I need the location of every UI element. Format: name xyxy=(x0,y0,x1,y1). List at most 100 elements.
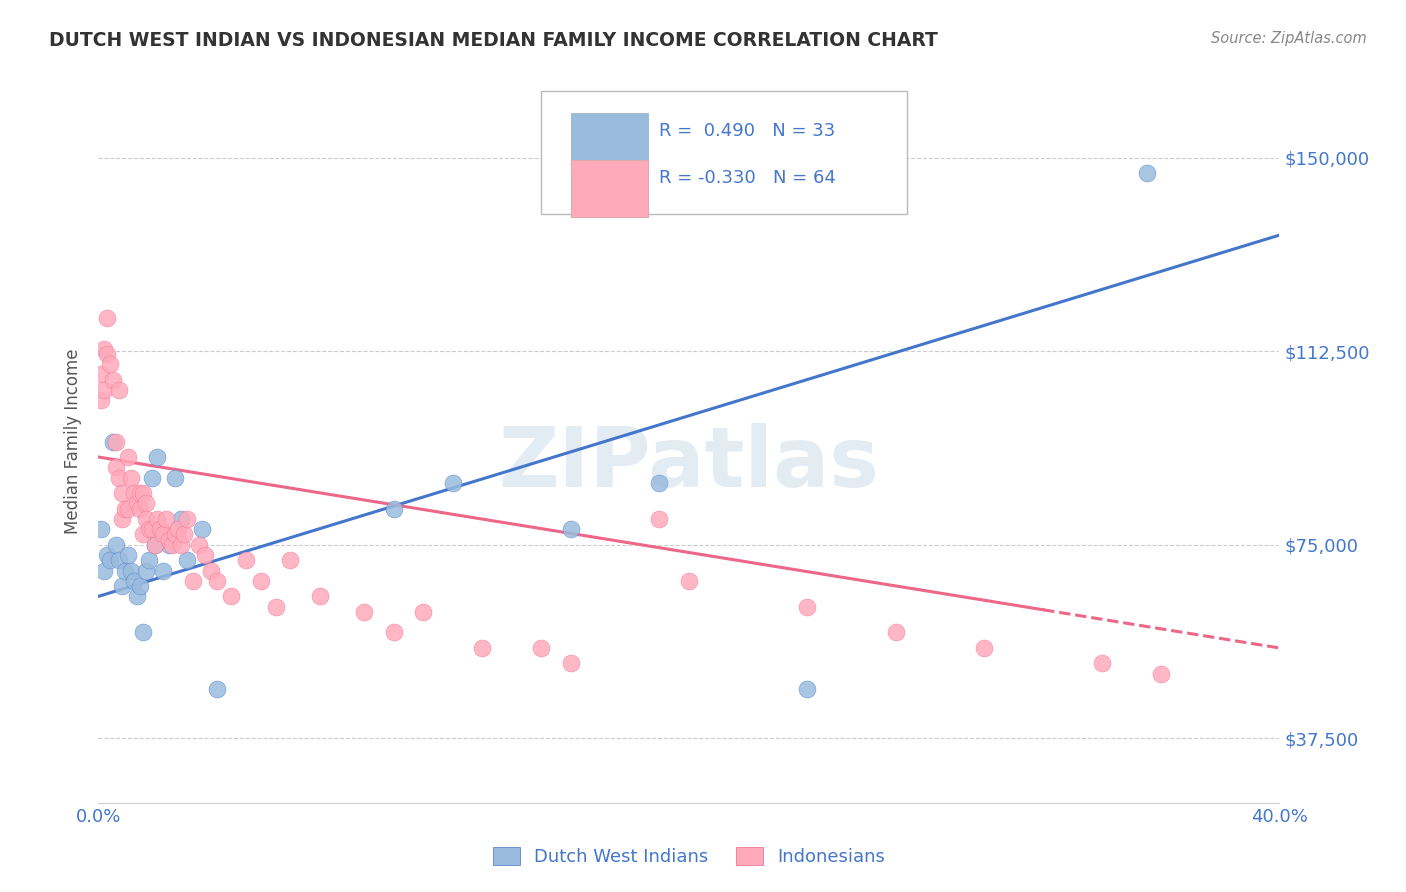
Point xyxy=(96,548,118,562)
Point xyxy=(382,625,405,640)
Point xyxy=(122,574,145,588)
Point xyxy=(1091,657,1114,671)
Point xyxy=(176,512,198,526)
Point xyxy=(149,522,172,536)
Point xyxy=(165,527,187,541)
Point xyxy=(678,574,700,588)
Point xyxy=(93,342,115,356)
Point xyxy=(111,486,134,500)
Point xyxy=(173,527,195,541)
FancyBboxPatch shape xyxy=(571,160,648,218)
Point xyxy=(280,553,302,567)
Point xyxy=(96,347,118,361)
Point xyxy=(90,368,112,382)
Point xyxy=(141,471,163,485)
Point xyxy=(796,599,818,614)
Point xyxy=(796,682,818,697)
Point xyxy=(309,590,332,604)
Point xyxy=(162,538,183,552)
Point xyxy=(194,548,217,562)
Point xyxy=(132,625,155,640)
Text: R =  0.490   N = 33: R = 0.490 N = 33 xyxy=(659,122,835,140)
Point xyxy=(122,486,145,500)
Point xyxy=(93,383,115,397)
Point xyxy=(108,471,131,485)
Point xyxy=(120,564,142,578)
Point xyxy=(176,553,198,567)
Point xyxy=(111,512,134,526)
Point xyxy=(165,471,187,485)
Point xyxy=(138,522,160,536)
Point xyxy=(181,574,204,588)
Point xyxy=(353,605,375,619)
Point xyxy=(1136,166,1159,180)
Point xyxy=(105,434,128,449)
Point xyxy=(132,527,155,541)
Point xyxy=(135,496,157,510)
Point xyxy=(412,605,434,619)
Point xyxy=(98,553,121,567)
Point xyxy=(1150,666,1173,681)
Point xyxy=(530,640,553,655)
Point xyxy=(96,310,118,325)
Point xyxy=(250,574,273,588)
Point xyxy=(108,553,131,567)
Text: R = -0.330   N = 64: R = -0.330 N = 64 xyxy=(659,169,837,186)
Point xyxy=(143,538,166,552)
Point xyxy=(560,522,582,536)
Point xyxy=(93,564,115,578)
Text: ZIPatlas: ZIPatlas xyxy=(499,423,879,504)
Point xyxy=(648,475,671,490)
Point xyxy=(441,475,464,490)
Text: DUTCH WEST INDIAN VS INDONESIAN MEDIAN FAMILY INCOME CORRELATION CHART: DUTCH WEST INDIAN VS INDONESIAN MEDIAN F… xyxy=(49,31,938,50)
Point xyxy=(98,357,121,371)
Point xyxy=(105,460,128,475)
Point xyxy=(132,486,155,500)
Point xyxy=(471,640,494,655)
FancyBboxPatch shape xyxy=(541,91,907,214)
Point xyxy=(200,564,222,578)
Point xyxy=(138,553,160,567)
Point xyxy=(264,599,287,614)
Point xyxy=(157,538,180,552)
Point xyxy=(103,373,125,387)
Point xyxy=(560,657,582,671)
Point xyxy=(141,522,163,536)
Point xyxy=(128,486,150,500)
Point xyxy=(135,512,157,526)
Text: Source: ZipAtlas.com: Source: ZipAtlas.com xyxy=(1211,31,1367,46)
Point xyxy=(105,538,128,552)
Point xyxy=(114,501,136,516)
Point xyxy=(205,682,228,697)
Point xyxy=(648,512,671,526)
Point xyxy=(120,471,142,485)
Point xyxy=(155,512,177,526)
Point xyxy=(135,564,157,578)
Point xyxy=(170,538,193,552)
Y-axis label: Median Family Income: Median Family Income xyxy=(65,349,83,534)
Point xyxy=(187,538,209,552)
Point xyxy=(973,640,995,655)
Point xyxy=(103,434,125,449)
Point xyxy=(114,564,136,578)
Point xyxy=(111,579,134,593)
Point xyxy=(146,450,169,464)
Point xyxy=(146,512,169,526)
Point xyxy=(152,527,174,541)
Point xyxy=(90,393,112,408)
Point xyxy=(235,553,257,567)
Point xyxy=(128,501,150,516)
Point xyxy=(90,522,112,536)
Point xyxy=(117,548,139,562)
Point xyxy=(167,522,190,536)
Point xyxy=(117,450,139,464)
Point xyxy=(125,496,148,510)
Point xyxy=(221,590,243,604)
Point xyxy=(152,564,174,578)
Point xyxy=(143,538,166,552)
Point xyxy=(128,579,150,593)
Point xyxy=(117,501,139,516)
Point xyxy=(884,625,907,640)
Point xyxy=(382,501,405,516)
Point xyxy=(125,590,148,604)
